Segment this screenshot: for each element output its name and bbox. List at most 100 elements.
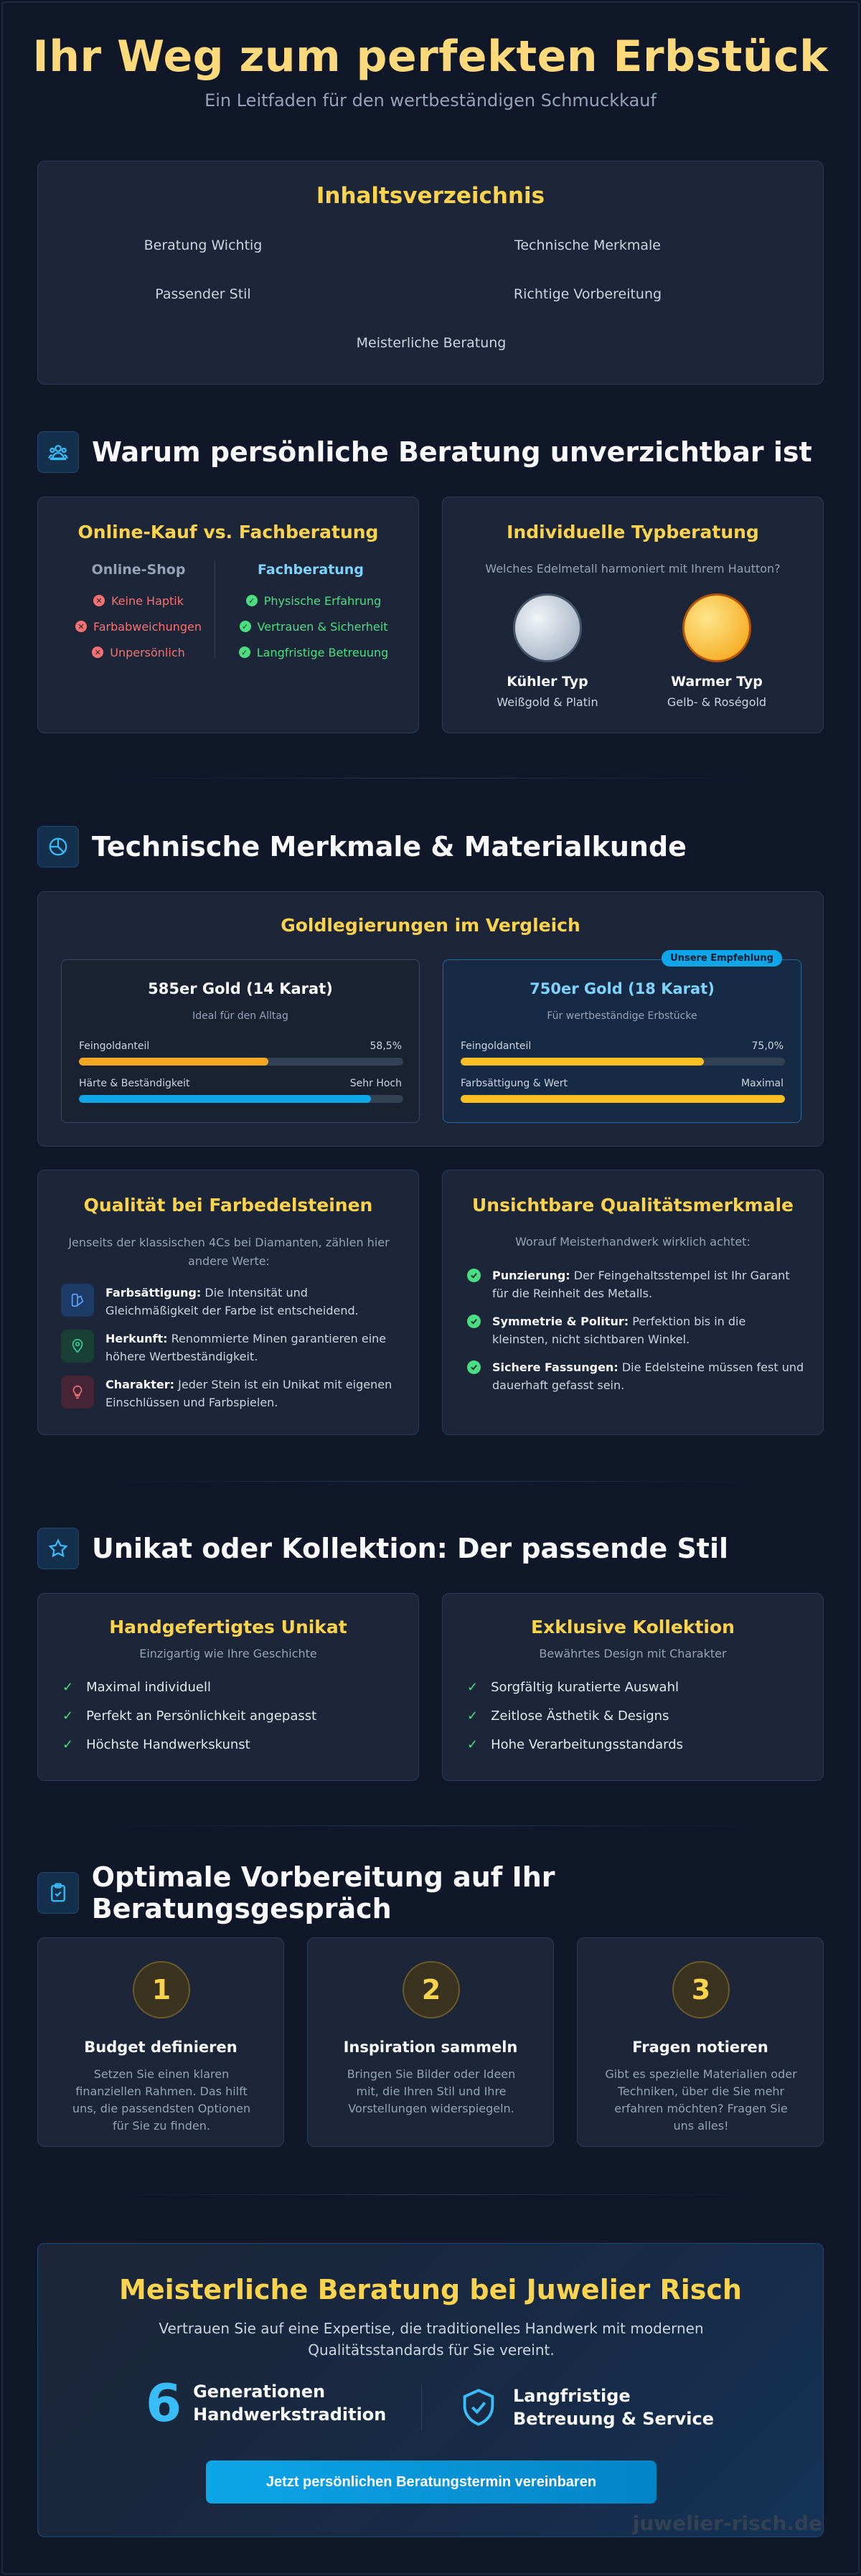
toc-link-beratung[interactable]: Beratung Wichtig — [144, 238, 263, 253]
section-title: Optimale Vorbereitung auf Ihr Beratungsg… — [91, 1861, 555, 1924]
step-card-questions: 3 Fragen notieren Gibt es spezielle Mate… — [577, 1937, 824, 2147]
generations-stat: 6 Generationen Handwerkstradition — [146, 2377, 386, 2429]
ring-icon — [37, 826, 79, 868]
gold-comparison-title: Goldlegierungen im Vergleich — [281, 915, 580, 936]
location-pin-icon — [61, 1330, 94, 1363]
lightbulb-icon — [61, 1376, 94, 1409]
gold-585-name: 585er Gold (14 Karat) — [148, 980, 333, 997]
check-icon: ✓ — [467, 1708, 479, 1724]
check-icon — [467, 1360, 481, 1374]
bar-label: Feingoldanteil — [79, 1040, 150, 1052]
service-stat: Langfristige Betreuung & Service — [460, 2384, 714, 2430]
bar-value: 58,5% — [370, 1040, 402, 1052]
check-icon — [467, 1269, 481, 1282]
step-number: 1 — [133, 1961, 190, 2018]
check-icon: ✓ — [238, 647, 250, 658]
cool-tone-swatch — [513, 593, 582, 662]
gold-585-card: 585er Gold (14 Karat) Ideal für den Allt… — [61, 959, 420, 1123]
compare-card: Online-Kauf vs. Fachberatung Online-Shop… — [37, 497, 419, 733]
list-item: ✓ Maximal individuell — [62, 1680, 211, 1695]
star-icon — [37, 1528, 79, 1569]
quality-item: Punzierung: Der Feingehaltsstempel ist I… — [467, 1266, 804, 1302]
gems-subtitle: Jenseits der klassischen 4Cs bei Diamant… — [68, 1236, 390, 1268]
list-item: ✓ Zeitlose Ästhetik & Designs — [467, 1708, 669, 1724]
toc-link-technik[interactable]: Technische Merkmale — [514, 238, 661, 253]
typberatung-card: Individuelle Typberatung Welches Edelmet… — [442, 497, 824, 733]
palette-icon — [61, 1284, 94, 1317]
gold-750-card: Unsere Empfehlung 750er Gold (18 Karat) … — [443, 950, 801, 1123]
kollektion-card: Exklusive Kollektion Bewährtes Design mi… — [442, 1593, 824, 1781]
gems-card: Qualität bei Farbedelsteinen Jenseits de… — [37, 1170, 419, 1435]
toc-link-stil[interactable]: Passender Stil — [155, 286, 251, 302]
check-icon: ✓ — [62, 1708, 74, 1724]
bar-label: Härte & Beständigkeit — [79, 1078, 190, 1089]
online-shop-head: Online-Shop — [91, 562, 186, 578]
cta-card: Meisterliche Beratung bei Juwelier Risch… — [37, 2243, 824, 2537]
quality-item: Symmetrie & Politur: Perfektion bis in d… — [467, 1312, 804, 1348]
section-divider — [108, 778, 753, 779]
fachberatung-head: Fachberatung — [258, 562, 364, 578]
step-text: Gibt es spezielle Materialien oder Techn… — [605, 2067, 797, 2133]
list-item: ✕ Keine Haptik — [45, 588, 232, 614]
bar-value: Sehr Hoch — [349, 1078, 402, 1089]
gem-feature-color: Farbsättigung: Die Intensität und Gleich… — [61, 1284, 398, 1320]
cool-type-name: Kühler Typ — [507, 674, 588, 690]
fach-list: ✓ Physische Erfahrung ✓ Vertrauen & Sicher… — [220, 588, 407, 665]
compare-title: Online-Kauf vs. Fachberatung — [77, 522, 379, 542]
check-icon: ✓ — [62, 1737, 74, 1752]
step-text: Bringen Sie Bilder oder Ideen mit, die I… — [347, 2067, 516, 2115]
list-item: ✓ Sorgfältig kuratierte Auswahl — [467, 1680, 679, 1695]
unikat-title: Handgefertigtes Unikat — [109, 1617, 347, 1637]
step-number: 3 — [672, 1961, 730, 2018]
list-item: ✓ Physische Erfahrung — [220, 588, 407, 614]
step-number: 2 — [403, 1961, 460, 2018]
service-label: Langfristige Betreuung & Service — [513, 2386, 715, 2429]
toc-title: Inhaltsverzeichnis — [316, 183, 545, 209]
unikat-subtitle: Einzigartig wie Ihre Geschichte — [139, 1647, 317, 1660]
check-icon — [467, 1315, 481, 1328]
step-title: Budget definieren — [84, 2039, 237, 2056]
list-item: ✕ Farbabweichungen — [45, 614, 232, 639]
step-title: Inspiration sammeln — [343, 2039, 518, 2056]
book-appointment-button[interactable]: Jetzt persönlichen Beratungstermin verei… — [206, 2460, 657, 2504]
recommendation-badge: Unsere Empfehlung — [662, 950, 782, 967]
step-card-budget: 1 Budget definieren Setzen Sie einen kla… — [37, 1937, 284, 2147]
online-list: ✕ Keine Haptik ✕ Farbabweichungen ✕ Unpersö… — [45, 588, 232, 665]
section-stil-header: Unikat oder Kollektion: Der passende Sti… — [37, 1527, 728, 1570]
bar-value: 75,0% — [751, 1040, 784, 1052]
warm-tone-swatch — [682, 593, 751, 662]
typberatung-subtitle: Welches Edelmetall harmoniert mit Ihrem … — [485, 562, 781, 575]
section-divider — [108, 2194, 753, 2195]
bar-label: Farbsättigung & Wert — [461, 1078, 568, 1089]
gold-comparison-card: Goldlegierungen im Vergleich 585er Gold … — [37, 891, 824, 1147]
progress-bar — [461, 1095, 785, 1103]
shield-check-icon — [460, 2387, 497, 2427]
section-title: Technische Merkmale & Materialkunde — [92, 831, 687, 862]
check-icon: ✓ — [62, 1680, 74, 1695]
list-item: ✕ Unpersönlich — [45, 639, 232, 665]
generations-number: 6 — [146, 2373, 182, 2433]
kollektion-title: Exklusive Kollektion — [531, 1617, 735, 1637]
section-technik-header: Technische Merkmale & Materialkunde — [37, 825, 687, 868]
progress-bar — [79, 1095, 403, 1103]
cool-type-desc: Weißgold & Platin — [497, 695, 598, 709]
gold-750-desc: Für wertbeständige Erbstücke — [547, 1010, 697, 1022]
quality-item: Sichere Fassungen: Die Edelsteine müssen… — [467, 1358, 804, 1394]
toc-link-vorbereitung[interactable]: Richtige Vorbereitung — [513, 286, 662, 302]
bar-label: Feingoldanteil — [461, 1040, 532, 1052]
gold-585-desc: Ideal für den Alltag — [192, 1010, 288, 1022]
gem-feature-origin: Herkunft: Renommierte Minen garantieren … — [61, 1330, 398, 1365]
hidden-quality-subtitle: Worauf Meisterhandwerk wirklich achtet: — [515, 1235, 751, 1249]
section-beratung-header: Warum persönliche Beratung unverzichtbar… — [37, 431, 812, 474]
step-title: Fragen notieren — [632, 2039, 768, 2056]
footer-brand: juwelier-risch.de — [632, 2511, 822, 2535]
list-item: ✓ Perfekt an Persönlichkeit angepasst — [62, 1708, 317, 1724]
hidden-quality-card: Unsichtbare Qualitätsmerkmale Worauf Mei… — [442, 1170, 824, 1435]
toc-link-meisterlich[interactable]: Meisterliche Beratung — [356, 335, 507, 351]
step-text: Setzen Sie einen klaren finanziellen Rah… — [72, 2067, 251, 2133]
check-icon: ✓ — [239, 621, 251, 632]
x-icon: ✕ — [93, 595, 105, 606]
list-item: ✓ Höchste Handwerkskunst — [62, 1737, 250, 1752]
list-item: ✓ Langfristige Betreuung — [220, 639, 407, 665]
gold-750-name: 750er Gold (18 Karat) — [530, 980, 715, 997]
